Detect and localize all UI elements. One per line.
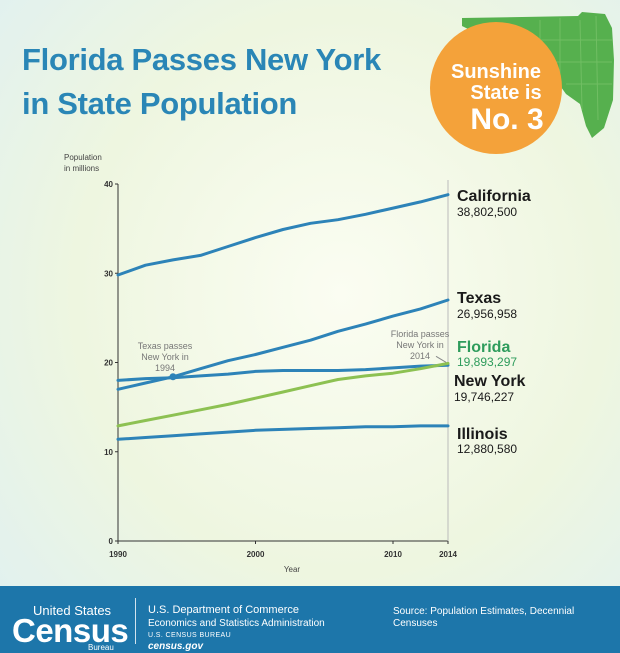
annotation-text: 2014: [410, 351, 430, 361]
logo-bureau: Bureau: [88, 643, 114, 652]
website-link[interactable]: census.gov: [148, 641, 204, 652]
x-tick-label: 1990: [109, 550, 127, 559]
x-tick-label: 2014: [439, 550, 457, 559]
annotation-text: New York in: [396, 340, 444, 350]
page-title: Florida Passes New York in State Populat…: [22, 38, 381, 126]
department-name: U.S. Department of Commerce: [148, 604, 299, 616]
label-florida: Florida: [457, 339, 510, 356]
value-texas: 26,956,958: [457, 307, 517, 321]
label-new-york: New York: [454, 373, 526, 390]
population-chart: Sunshine State is No. 3 Population in mi…: [64, 12, 614, 574]
y-tick-label: 10: [104, 448, 113, 457]
annotation-text: New York in: [141, 352, 189, 362]
annotation-text: Texas passes: [138, 341, 193, 351]
series-labels: California 38,802,500 Texas 26,956,958 F…: [454, 188, 531, 456]
label-illinois: Illinois: [457, 426, 508, 443]
title-line-2: in State Population: [22, 86, 298, 121]
logo-united-states: United States: [33, 603, 112, 618]
value-new-york: 19,746,227: [454, 390, 514, 404]
title-line-1: Florida Passes New York: [22, 42, 381, 77]
annotation-leader: [435, 355, 447, 363]
series-lines: [116, 193, 450, 441]
footer-bar: United States Census Bureau U.S. Departm…: [0, 586, 620, 653]
census-logo[interactable]: Census: [12, 612, 129, 649]
y-axis-label-line-2: in millions: [64, 164, 99, 173]
series-line-florida: [116, 361, 450, 428]
bureau-name: U.S. CENSUS BUREAU: [148, 632, 232, 639]
series-line-california: [116, 193, 450, 277]
x-axis-label: Year: [284, 565, 301, 574]
x-tick-label: 2010: [384, 550, 402, 559]
y-tick-label: 30: [104, 269, 113, 278]
annotation-text: Florida passes: [391, 329, 450, 339]
label-texas: Texas: [457, 290, 501, 307]
footer-divider: [135, 598, 136, 644]
y-tick-label: 20: [104, 359, 113, 368]
y-axis-label-line-1: Population: [64, 153, 102, 162]
badge-line-2: State is: [470, 82, 541, 104]
badge-line-1: Sunshine: [451, 61, 541, 83]
value-illinois: 12,880,580: [457, 442, 517, 456]
y-tick-label: 40: [104, 180, 113, 189]
y-tick-label: 0: [109, 537, 114, 546]
x-tick-label: 2000: [247, 550, 265, 559]
administration-name: Economics and Statistics Administration: [148, 618, 325, 629]
axis-ticks: 0 10 20 30 40 1990 2000 2010 2014: [104, 180, 457, 559]
badge-line-3: No. 3: [470, 103, 543, 136]
label-california: California: [457, 188, 531, 205]
value-california: 38,802,500: [457, 205, 517, 219]
value-florida: 19,893,297: [457, 355, 517, 369]
sunshine-badge: Sunshine State is No. 3: [430, 22, 562, 154]
series-line-illinois: [116, 424, 450, 441]
crossing-point: [169, 373, 177, 381]
annotation-text: 1994: [155, 363, 175, 373]
source-note: Source: Population Estimates, Decennial …: [393, 606, 575, 629]
